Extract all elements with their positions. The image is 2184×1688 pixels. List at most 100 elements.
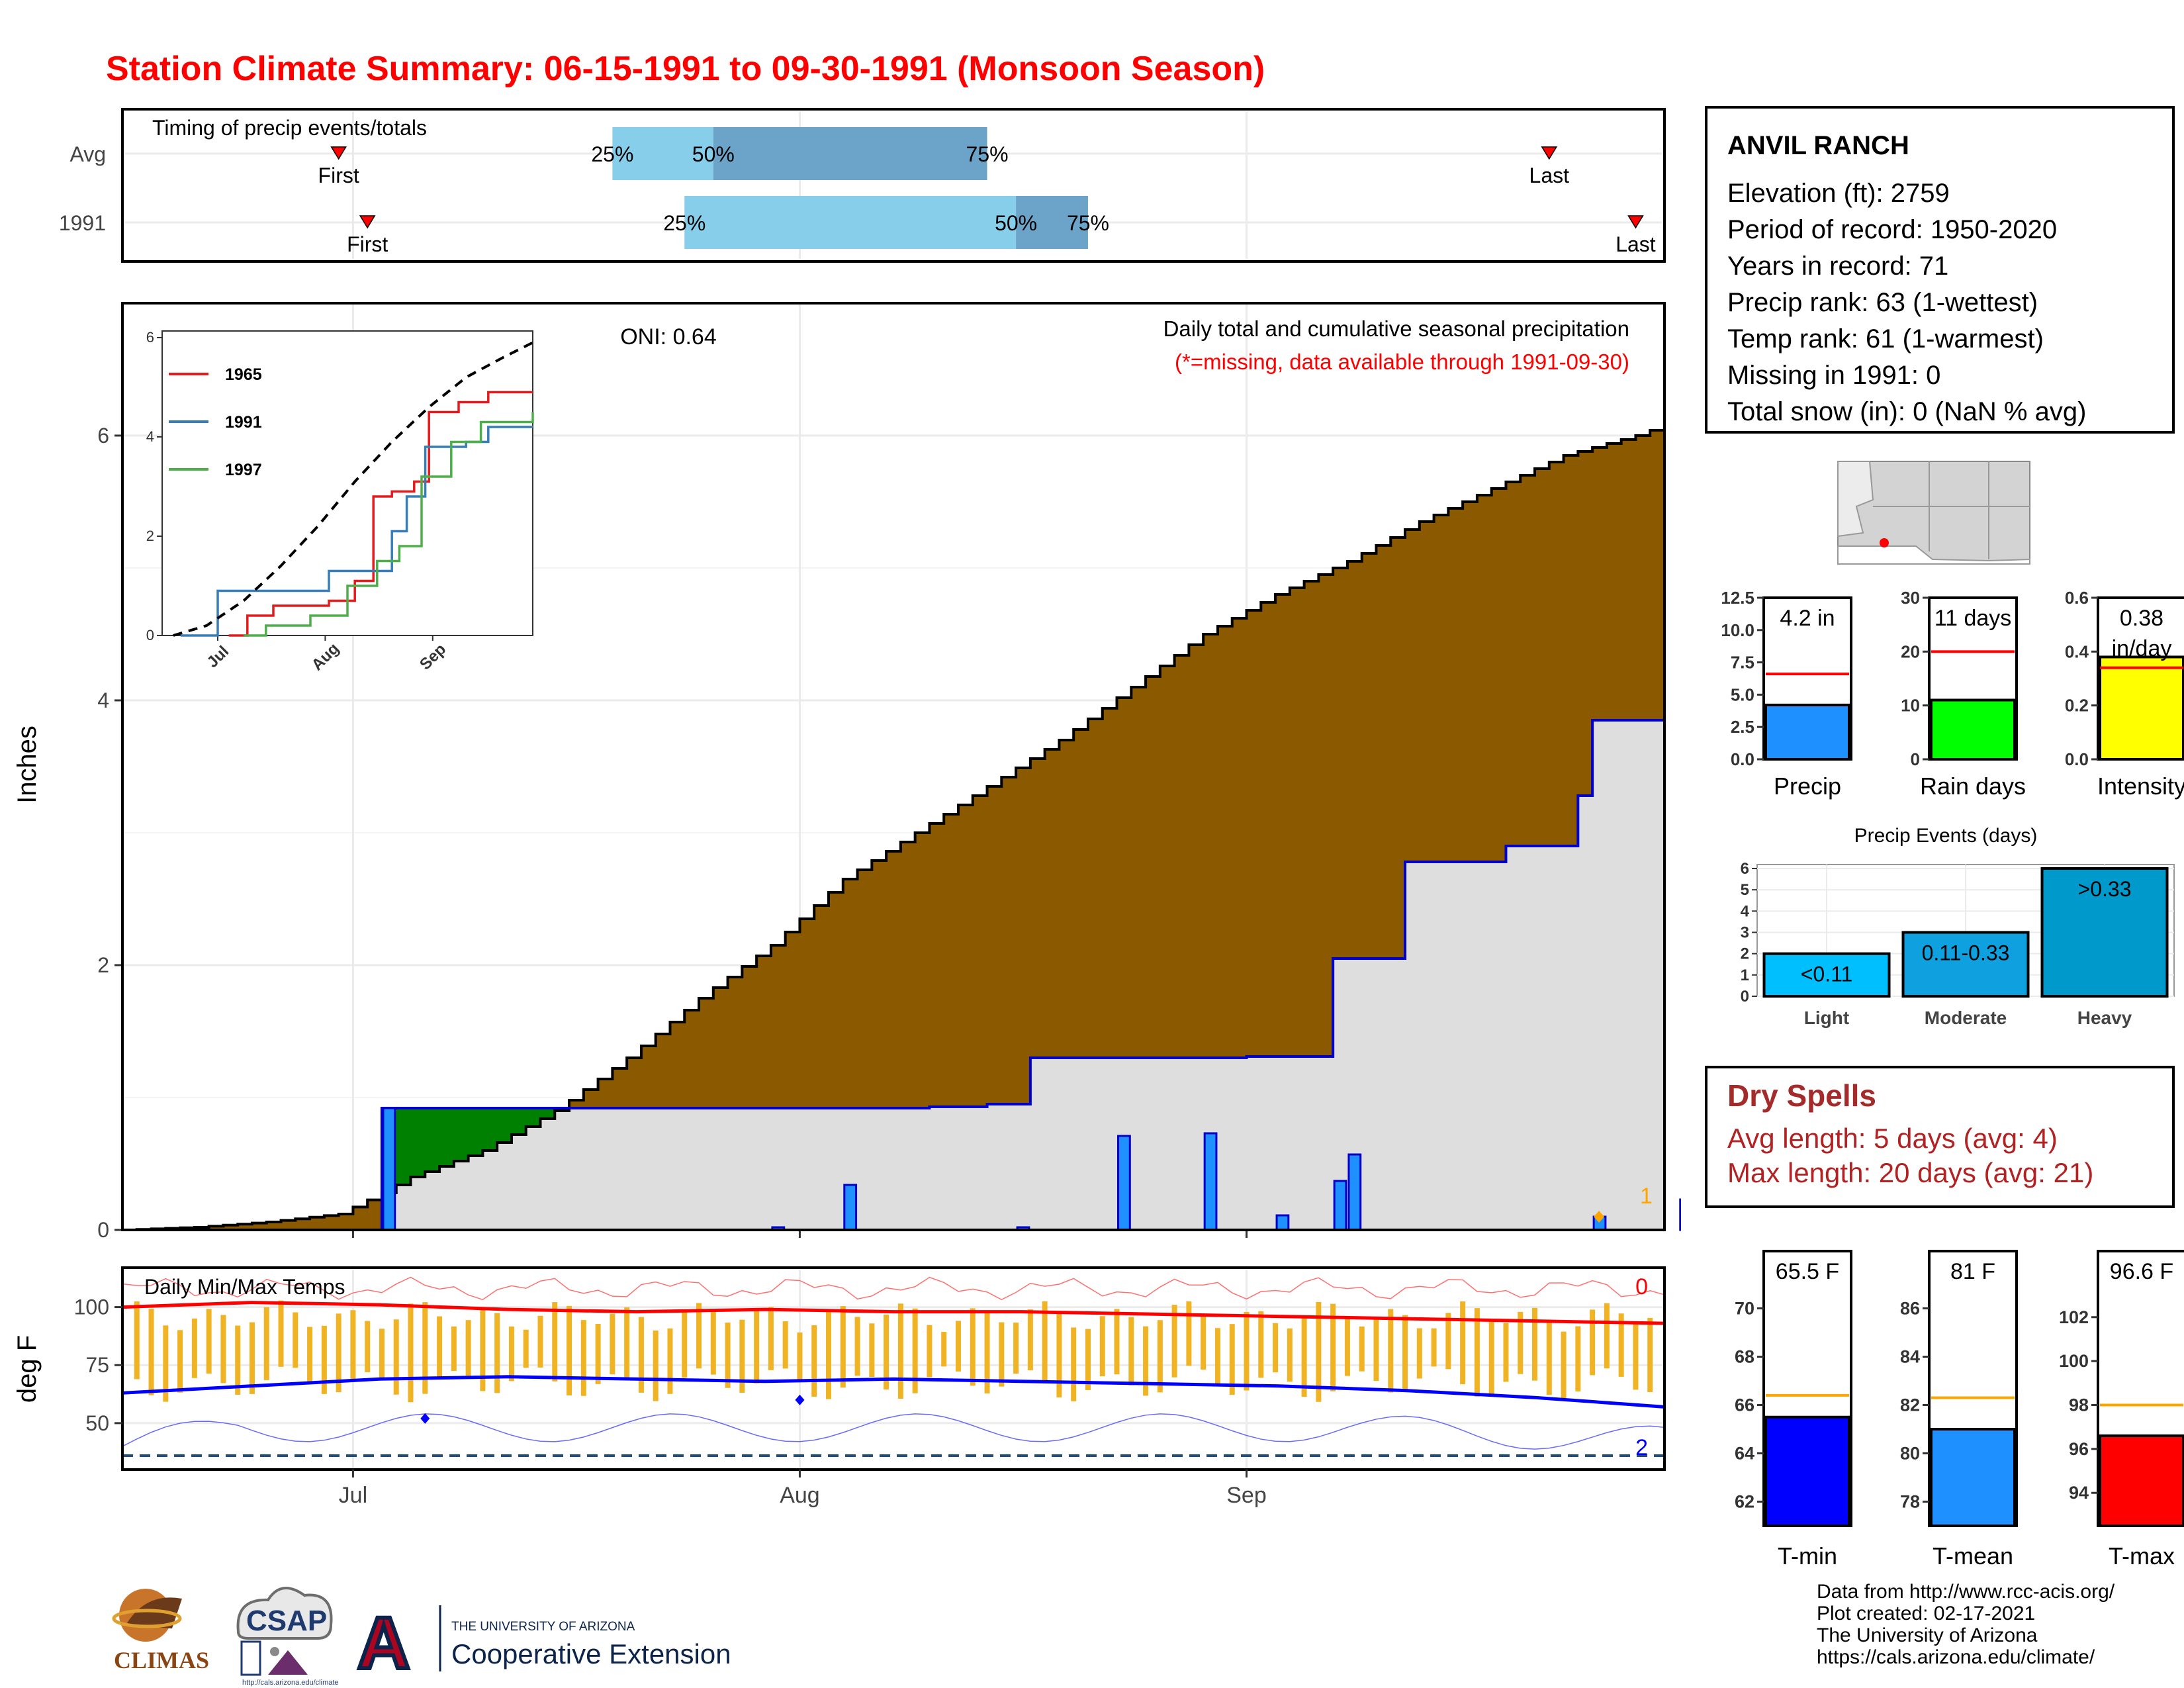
ua-extension: Cooperative Extension bbox=[451, 1638, 731, 1669]
summary-ytick-label: 96 bbox=[2069, 1439, 2089, 1459]
dry-spells-avg: Avg length: 5 days (avg: 4) bbox=[1727, 1123, 2058, 1154]
daily-precip-bar bbox=[382, 1107, 396, 1231]
above-avg-area bbox=[540, 1108, 555, 1119]
timing-bar-25-50 bbox=[684, 196, 1017, 249]
summary-bar-t-mean bbox=[1930, 1428, 2016, 1527]
avg-max-line bbox=[122, 1301, 1665, 1325]
missing-count: 1 bbox=[1640, 1184, 1653, 1209]
daily-temp-bar bbox=[293, 1312, 298, 1368]
summary-bar-precip bbox=[1764, 704, 1850, 761]
page-title: Station Climate Summary: 06-15-1991 to 0… bbox=[106, 50, 1265, 88]
summary-ytick-label: 94 bbox=[2069, 1483, 2089, 1503]
daily-temp-bar bbox=[1590, 1309, 1596, 1376]
station-missing: Missing in 1991: 0 bbox=[1727, 361, 1941, 390]
station-location-marker bbox=[1880, 538, 1889, 547]
daily-temp-bar bbox=[667, 1328, 673, 1394]
temp-title: Daily Min/Max Temps bbox=[144, 1275, 345, 1299]
credit-url: https://cals.arizona.edu/climate/ bbox=[1817, 1646, 2095, 1668]
daily-temp-bar bbox=[1258, 1311, 1264, 1378]
above-avg-area bbox=[468, 1108, 483, 1156]
summary-ytick-label: 70 bbox=[1735, 1299, 1754, 1319]
daily-temp-bar bbox=[1071, 1327, 1077, 1401]
daily-temp-bar bbox=[1416, 1328, 1422, 1379]
daily-temp-bar bbox=[984, 1311, 990, 1393]
daily-temp-bar bbox=[1488, 1321, 1494, 1395]
daily-temp-bar bbox=[1273, 1323, 1279, 1373]
station-name: ANVIL RANCH bbox=[1727, 131, 1909, 160]
summary-ytick-label: 10.0 bbox=[1721, 620, 1754, 640]
credit-university: The University of Arizona bbox=[1817, 1624, 2038, 1646]
daily-temp-bar bbox=[955, 1321, 961, 1372]
temp-frame bbox=[121, 1266, 1666, 1471]
timing-bar-25-50 bbox=[612, 127, 713, 180]
daily-temp-bar bbox=[523, 1329, 529, 1368]
daily-temp-bar bbox=[1099, 1316, 1105, 1377]
station-years: Years in record: 71 bbox=[1727, 252, 1949, 281]
inset-ytick-label: 0 bbox=[146, 627, 154, 643]
ua-name: THE UNIVERSITY OF ARIZONA bbox=[451, 1620, 635, 1634]
timing-row-label: Avg bbox=[69, 142, 106, 166]
events-ytick-label: 3 bbox=[1741, 924, 1749, 942]
summary-value-label: in/day bbox=[2112, 636, 2172, 661]
summary-value-label: 65.5 F bbox=[1776, 1259, 1839, 1284]
daily-temp-bar bbox=[653, 1330, 659, 1401]
daily-temp-bar bbox=[1518, 1311, 1524, 1374]
inset-legend-label: 1965 bbox=[225, 365, 262, 384]
summary-ytick-label: 0.6 bbox=[2065, 588, 2089, 608]
summary-ytick-label: 5.0 bbox=[1731, 684, 1754, 704]
daily-temp-bar bbox=[941, 1332, 947, 1367]
daily-temp-bar bbox=[465, 1320, 471, 1379]
events-bar-label: 0.11-0.33 bbox=[1922, 941, 2010, 965]
daily-precip-bar bbox=[1333, 1180, 1347, 1231]
daily-temp-bar bbox=[206, 1309, 212, 1374]
dry-spells-title: Dry Spells bbox=[1727, 1078, 1876, 1113]
daily-temp-bar bbox=[638, 1317, 644, 1393]
summary-ytick-label: 0.0 bbox=[1731, 749, 1754, 769]
daily-temp-bar bbox=[350, 1310, 356, 1380]
daily-temp-bar bbox=[365, 1321, 371, 1372]
csap-wordmark: CSAP bbox=[246, 1605, 327, 1637]
csap-url: http://cals.arizona.edu/climate bbox=[242, 1679, 339, 1687]
temp-summary-panel: 65.5 F 62 64 66 68 70 T-min 81 F 78 80 82 84 86 T-mea… bbox=[1735, 1250, 2184, 1570]
daily-temp-bar bbox=[134, 1301, 140, 1380]
daily-temp-bar bbox=[1330, 1303, 1336, 1391]
daily-temp-bar bbox=[1316, 1301, 1322, 1402]
summary-bar-t-max bbox=[2099, 1434, 2184, 1528]
summary-bar-rain-days bbox=[1930, 698, 2016, 761]
summary-ytick-label: 30 bbox=[1901, 588, 1920, 608]
summary-bar-t-min bbox=[1764, 1415, 1850, 1527]
inset-series-1965 bbox=[228, 391, 533, 637]
daily-temp-bar bbox=[768, 1307, 774, 1370]
daily-temp-bar bbox=[912, 1308, 918, 1393]
summary-ytick-label: 84 bbox=[1900, 1347, 1920, 1367]
daily-temp-bar bbox=[278, 1300, 284, 1367]
inset-ytick-label: 2 bbox=[146, 528, 154, 544]
daily-temp-bar bbox=[580, 1320, 586, 1396]
daily-temp-bar bbox=[1042, 1301, 1048, 1382]
daily-temp-bar bbox=[1027, 1309, 1033, 1371]
timing-p25-label: 25% bbox=[591, 142, 633, 166]
events-title: Precip Events (days) bbox=[1854, 825, 2038, 847]
events-ytick-label: 0 bbox=[1741, 988, 1749, 1006]
above-avg-area bbox=[497, 1108, 512, 1143]
inset-legend-label: 1997 bbox=[225, 461, 262, 479]
daily-temp-bar bbox=[840, 1306, 846, 1388]
daily-temp-bar bbox=[696, 1303, 702, 1369]
summary-bar-intensity bbox=[2099, 655, 2184, 761]
summary-ytick-label: 12.5 bbox=[1721, 588, 1754, 608]
summary-ytick-label: 82 bbox=[1900, 1395, 1920, 1415]
events-ytick-label: 4 bbox=[1741, 902, 1750, 920]
daily-temp-bar bbox=[1013, 1322, 1019, 1374]
above-avg-area bbox=[525, 1108, 541, 1127]
daily-temp-bar bbox=[537, 1315, 543, 1368]
daily-temp-bar bbox=[422, 1302, 428, 1394]
summary-ytick-label: 102 bbox=[2059, 1307, 2089, 1327]
daily-temp-bar bbox=[1344, 1319, 1350, 1376]
station-info-box: ANVIL RANCH Elevation (ft): 2759 Period … bbox=[1705, 106, 2175, 434]
daily-temp-bar bbox=[1402, 1315, 1408, 1392]
timing-last-marker bbox=[1541, 146, 1558, 160]
timing-first-marker bbox=[359, 215, 376, 229]
precip-summary-panel: 4.2 in 0.0 2.5 5.0 7.5 10.0 12.5 Precip 11 days 0… bbox=[1721, 588, 2184, 800]
summary-ytick-label: 62 bbox=[1735, 1492, 1754, 1512]
summary-ytick-label: 0 bbox=[1911, 749, 1920, 769]
